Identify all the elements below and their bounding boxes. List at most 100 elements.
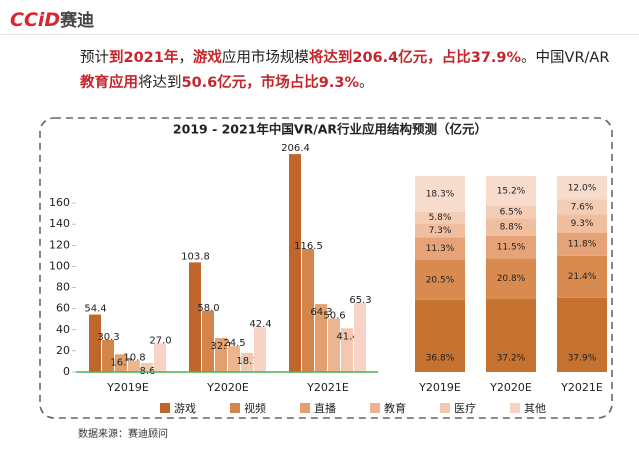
intro-segment: 应用市场规模: [221, 50, 309, 66]
x-tick-label: Y2019E: [418, 381, 461, 394]
header-rule: [0, 34, 639, 35]
data-label: 32.1: [210, 341, 232, 352]
bar: [254, 327, 266, 372]
data-label: 30.3: [97, 332, 119, 343]
stacked-segment: [415, 211, 465, 224]
y-tick-label: 20: [56, 344, 70, 357]
data-label: 103.8: [181, 251, 210, 262]
data-label: 42.4: [249, 319, 271, 330]
data-label: 54.4: [84, 304, 106, 315]
intro-segment: 50.6亿元，市场占比9.3%: [181, 75, 360, 91]
bar: [241, 352, 253, 372]
bar: [341, 328, 353, 372]
stacked-segment: [415, 237, 465, 260]
y-tick-label: 140: [49, 217, 70, 230]
intro-text: 预计到2021年，游戏应用市场规模将达到206.4亿元，占比37.9%。中国VR…: [80, 46, 615, 96]
intro-segment: 将达到206.4亿元，占比37.9%: [308, 50, 522, 66]
intro-segment: 游戏: [192, 50, 222, 66]
data-label: 11.8%: [568, 240, 597, 250]
data-label: 11.5%: [497, 243, 526, 253]
bar: [215, 338, 227, 372]
y-tick-label: 80: [56, 281, 70, 294]
chart-frame: [39, 117, 613, 419]
stacked-segment: [486, 235, 536, 259]
legend-label: 教育: [384, 401, 406, 415]
y-tick-label: 100: [49, 259, 70, 272]
data-label: 10.8: [123, 353, 145, 364]
x-tick-label: Y2020E: [206, 381, 249, 394]
legend-label: 游戏: [174, 402, 196, 415]
data-label: 11.3%: [426, 244, 455, 254]
source-note: 数据来源：赛迪顾问: [78, 429, 168, 440]
stacked-segment: [557, 199, 607, 215]
data-label: 5.8%: [429, 213, 452, 223]
stacked-segment: [557, 176, 607, 200]
stacked-segment: [557, 214, 607, 233]
stacked-segment: [415, 223, 465, 238]
data-label: 41.4: [336, 331, 358, 342]
data-label: 24.5: [223, 338, 245, 349]
data-label: 20.5%: [426, 275, 455, 285]
bar: [141, 362, 153, 372]
x-tick-label: Y2019E: [106, 381, 149, 394]
bar: [89, 314, 101, 372]
legend-swatch: [300, 403, 310, 413]
bar: [354, 303, 366, 372]
logo-name: 赛迪: [60, 11, 95, 31]
bar: [115, 354, 127, 372]
intro-segment: 到2021年: [109, 50, 179, 66]
data-label: 21.4%: [568, 272, 597, 282]
intro-segment: ，: [178, 50, 193, 66]
legend-swatch: [370, 403, 380, 413]
bar: [102, 340, 114, 372]
data-label: 9.3%: [571, 219, 594, 229]
bar: [228, 346, 240, 372]
bar: [328, 318, 340, 372]
legend-label: 其他: [524, 402, 546, 415]
bar: [289, 154, 301, 372]
data-label: 36.8%: [426, 354, 455, 364]
stacked-segment: [486, 258, 536, 300]
data-label: 65.3: [349, 295, 371, 306]
stacked-segment: [557, 297, 607, 372]
stacked-segment: [557, 232, 607, 256]
data-label: 16.7: [110, 357, 132, 368]
bar: [315, 304, 327, 372]
data-label: 37.2%: [497, 354, 526, 364]
intro-segment: 教育应用: [80, 75, 138, 91]
stacked-segment: [486, 205, 536, 219]
legend-swatch: [230, 403, 240, 413]
legend-swatch: [510, 403, 520, 413]
logo: CCiD赛迪: [10, 6, 94, 31]
bar: [154, 343, 166, 372]
intro-segment: 。中国VR/AR: [521, 50, 610, 66]
data-label: 206.4: [281, 143, 310, 154]
data-label: 7.3%: [429, 226, 452, 236]
y-tick-label: 60: [56, 302, 70, 315]
data-label: 7.6%: [571, 202, 594, 212]
legend-label: 直播: [314, 401, 336, 415]
bar: [202, 310, 214, 372]
data-label: 15.2%: [497, 186, 526, 196]
legend-label: 视频: [244, 401, 266, 415]
bar: [189, 262, 201, 372]
y-tick-label: 40: [56, 323, 70, 336]
data-label: 37.9%: [568, 354, 597, 364]
data-label: 64.3: [310, 307, 332, 318]
y-tick-label: 120: [49, 238, 70, 251]
intro-segment: 。: [359, 75, 374, 91]
data-label: 58.0: [197, 303, 219, 314]
x-tick-label: Y2020E: [489, 381, 532, 394]
data-label: 6.5%: [500, 208, 523, 218]
legend-swatch: [160, 403, 170, 413]
data-label: 20.8%: [497, 274, 526, 284]
stacked-segment: [557, 255, 607, 298]
legend-swatch: [440, 403, 450, 413]
bar: [128, 360, 140, 372]
stacked-segment: [486, 299, 536, 372]
stacked-segment: [486, 218, 536, 236]
legend-label: 医疗: [454, 401, 476, 415]
intro-segment: 将达到: [138, 75, 182, 91]
